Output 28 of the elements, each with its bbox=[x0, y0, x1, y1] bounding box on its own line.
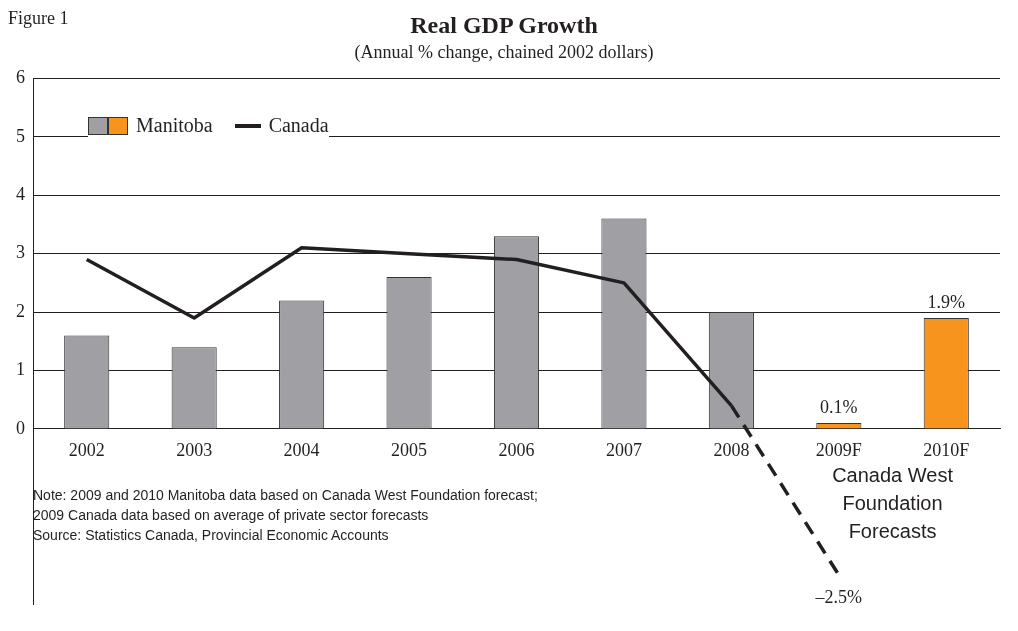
x-tick-label: 2005 bbox=[391, 440, 428, 461]
x-tick-label: 2004 bbox=[283, 440, 320, 461]
data-label: 0.1% bbox=[820, 396, 858, 417]
x-tick-label: 2008 bbox=[713, 440, 750, 461]
legend-label: Canada bbox=[268, 114, 329, 137]
y-tick-label: 2 bbox=[16, 300, 25, 321]
x-tick-label: 2002 bbox=[68, 440, 105, 461]
annotation: Source: Statistics Canada, Provincial Economic Accounts bbox=[33, 526, 389, 543]
data-label: –2.5% bbox=[814, 586, 863, 607]
caption: Figure 1 bbox=[8, 8, 69, 29]
y-tick-label: 1 bbox=[16, 359, 25, 380]
annotation: Canada West Foundation Forecasts bbox=[832, 464, 954, 543]
x-tick-label: 2010F bbox=[923, 440, 970, 461]
annotation: Note: 2009 and 2010 Manitoba data based on Canada West Foundation forecast; bbox=[33, 486, 538, 503]
y-tick-label: 5 bbox=[16, 125, 25, 146]
chart-title: Real GDP Growth bbox=[410, 11, 598, 38]
y-tick-label: 6 bbox=[16, 67, 25, 88]
annotation: 2009 Canada data based on average of private sector forecasts bbox=[33, 506, 429, 523]
x-tick-label: 2007 bbox=[605, 440, 642, 461]
data-label: 1.9% bbox=[927, 291, 966, 312]
legend-label: Manitoba bbox=[136, 114, 213, 137]
x-tick-label: 2006 bbox=[498, 440, 535, 461]
x-tick-label: 2009F bbox=[815, 440, 862, 461]
chart-subtitle: (Annual % change, chained 2002 dollars) bbox=[354, 42, 654, 64]
x-tick-label: 2003 bbox=[176, 440, 213, 461]
y-tick-label: 0 bbox=[16, 417, 25, 438]
y-tick-label: 3 bbox=[16, 242, 25, 263]
y-tick-label: 4 bbox=[16, 183, 25, 204]
